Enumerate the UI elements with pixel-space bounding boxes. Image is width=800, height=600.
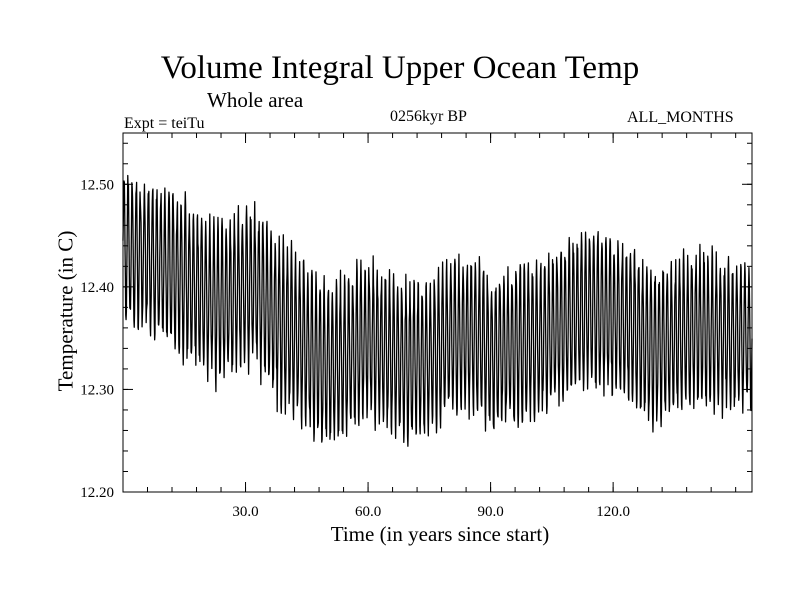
chart-subtitle: Whole area: [207, 88, 304, 112]
x-tick-label: 120.0: [596, 504, 630, 520]
tick-layer: 12.20 12.30 12.40 12.50 30.0 60.0 90.0 120.0: [80, 133, 752, 520]
x-tick-label: 30.0: [232, 504, 258, 520]
chart-title: Volume Integral Upper Ocean Temp: [160, 50, 640, 86]
y-tick-label: 12.30: [80, 382, 114, 398]
x-axis-label: Time (in years since start): [330, 522, 550, 546]
plot-layer: [122, 174, 753, 447]
series-line-0: [122, 174, 753, 447]
y-axis-label: Temperature (in C): [53, 230, 78, 392]
y-tick-label: 12.40: [80, 280, 114, 296]
period-label: 0256kyr BP: [390, 108, 467, 125]
months-label: ALL_MONTHS: [627, 109, 734, 126]
experiment-label: Expt = teiTu: [124, 115, 205, 132]
x-tick-label: 90.0: [477, 504, 503, 520]
y-tick-label: 12.20: [80, 485, 114, 501]
y-tick-label: 12.50: [80, 177, 114, 193]
x-tick-label: 60.0: [355, 504, 381, 520]
plot-frame: [122, 132, 753, 493]
